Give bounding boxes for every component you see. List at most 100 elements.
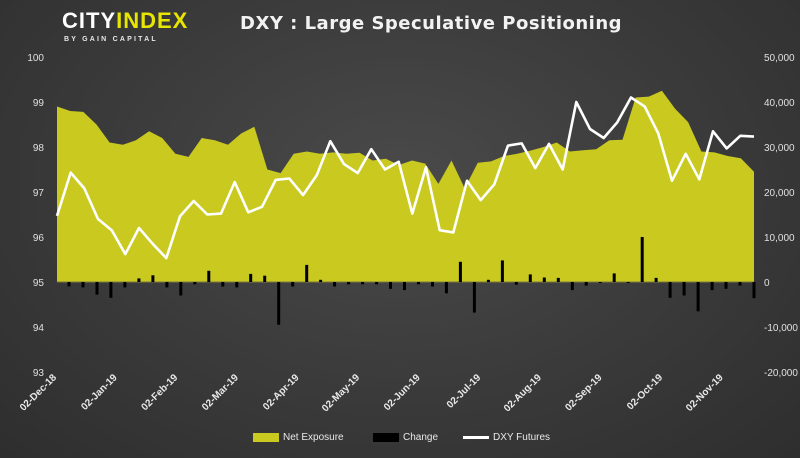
change-swatch <box>373 433 399 442</box>
right-axis-tick: 10,000 <box>764 233 795 244</box>
change-bar <box>277 282 281 325</box>
change-bar <box>347 282 351 285</box>
change-bar <box>542 277 546 282</box>
net-exposure-swatch <box>253 433 279 442</box>
left-axis-tick: 94 <box>33 323 45 334</box>
change-bar <box>570 282 574 291</box>
change-bar <box>598 282 602 283</box>
change-bar <box>668 282 672 298</box>
dxy-positioning-chart: 100 99 98 97 96 95 94 93 50,000 40,000 30,000 20,0… <box>18 53 798 414</box>
x-axis-tick: 02-Jan-19 <box>79 372 120 413</box>
logo-subtitle: BY GAIN CAPITAL <box>64 36 158 43</box>
change-bar <box>137 278 141 282</box>
x-axis-tick: 02-Jun-19 <box>382 372 423 413</box>
change-bar <box>556 277 560 282</box>
x-axis-tick: 02-Apr-19 <box>261 372 302 413</box>
change-bar <box>458 261 462 283</box>
change-bar <box>431 282 434 287</box>
change-bar <box>375 282 379 285</box>
change-bar <box>528 274 532 282</box>
change-bar <box>319 279 323 283</box>
chart-title: DXY : Large Speculative Positioning <box>240 13 623 34</box>
left-axis-tick: 97 <box>33 188 45 199</box>
left-axis-tick: 95 <box>33 278 45 289</box>
change-bar <box>710 282 714 291</box>
change-bar <box>361 282 365 285</box>
change-bar <box>389 282 392 289</box>
right-axis-tick: 20,000 <box>764 188 795 199</box>
change-bar <box>500 260 504 282</box>
change-bar <box>682 282 686 296</box>
change-bar <box>472 282 476 313</box>
change-bar <box>612 273 616 282</box>
change-bar <box>207 270 211 283</box>
left-axis-tick: 98 <box>33 143 45 154</box>
logo-word-city: CITY <box>62 8 117 33</box>
change-bar <box>291 282 295 287</box>
x-axis-tick: 02-Mar-19 <box>200 372 241 413</box>
right-axis: 50,000 40,000 30,000 20,000 10,000 0 -10,000 -2… <box>764 53 798 379</box>
change-bar <box>738 282 742 286</box>
logo-word-index: INDEX <box>116 8 189 33</box>
change-bar <box>444 282 448 294</box>
change-bar <box>109 282 113 298</box>
dxy-futures-line <box>55 96 755 260</box>
x-axis-tick: 02-Aug-19 <box>502 372 544 414</box>
change-bar <box>626 282 630 283</box>
right-axis-tick: 50,000 <box>764 53 795 64</box>
x-axis-tick: 02-Sep-19 <box>563 372 604 413</box>
left-axis-tick: 99 <box>33 98 45 109</box>
change-bar <box>696 282 700 312</box>
x-axis-tick: 02-Nov-19 <box>684 372 726 414</box>
change-bar <box>95 282 99 295</box>
change-bars-layer <box>67 237 756 325</box>
right-axis-tick: 40,000 <box>764 98 795 109</box>
change-bar <box>417 282 420 285</box>
legend-label-dxy-futures: DXY Futures <box>493 432 551 443</box>
change-bar <box>81 282 85 288</box>
x-axis: 02-Dec-18 02-Jan-19 02-Feb-19 02-Mar-19 02-A… <box>18 372 726 414</box>
legend-item-dxy-futures: DXY Futures <box>463 432 550 443</box>
left-axis: 100 99 98 97 96 95 94 93 <box>27 53 44 379</box>
change-bar <box>151 275 155 283</box>
legend-item-change: Change <box>373 432 438 443</box>
change-bar <box>486 279 490 283</box>
left-axis-tick: 96 <box>33 233 45 244</box>
logo-wordmark: CITYINDEX <box>62 8 188 34</box>
change-bar <box>165 282 169 288</box>
change-bar <box>654 277 658 282</box>
chart-legend: Net Exposure Change DXY Futures <box>0 432 800 448</box>
left-axis-tick: 93 <box>33 368 45 379</box>
change-bar <box>67 282 71 287</box>
city-index-logo: CITYINDEX BY GAIN CAPITAL <box>62 8 202 48</box>
change-bar <box>584 282 588 286</box>
change-bar <box>724 282 728 289</box>
change-bar <box>179 282 183 296</box>
change-bar <box>752 282 756 299</box>
change-bar <box>640 237 644 282</box>
legend-label-net-exposure: Net Exposure <box>283 432 344 443</box>
change-bar <box>333 282 337 287</box>
dxy-swatch <box>463 436 489 439</box>
change-bar <box>235 282 239 288</box>
right-axis-tick: 30,000 <box>764 143 795 154</box>
change-bar <box>514 282 518 285</box>
dxy-line-layer <box>55 96 755 260</box>
x-axis-tick: 02-Feb-19 <box>140 372 181 413</box>
change-bar <box>123 282 127 288</box>
x-axis-tick: 02-May-19 <box>320 372 362 414</box>
change-bar <box>249 273 253 282</box>
change-bar <box>403 282 406 291</box>
right-axis-tick: 0 <box>764 278 770 289</box>
x-axis-tick: 02-Jul-19 <box>445 372 484 411</box>
left-axis-tick: 100 <box>27 53 44 64</box>
legend-label-change: Change <box>403 432 439 443</box>
change-bar <box>305 264 309 282</box>
change-bar <box>193 282 197 285</box>
right-axis-tick: -20,000 <box>764 368 798 379</box>
x-axis-tick: 02-Oct-19 <box>625 372 665 412</box>
legend-item-net-exposure: Net Exposure <box>253 432 344 443</box>
right-axis-tick: -10,000 <box>764 323 798 334</box>
change-bar <box>221 282 225 287</box>
change-bar <box>263 275 267 282</box>
